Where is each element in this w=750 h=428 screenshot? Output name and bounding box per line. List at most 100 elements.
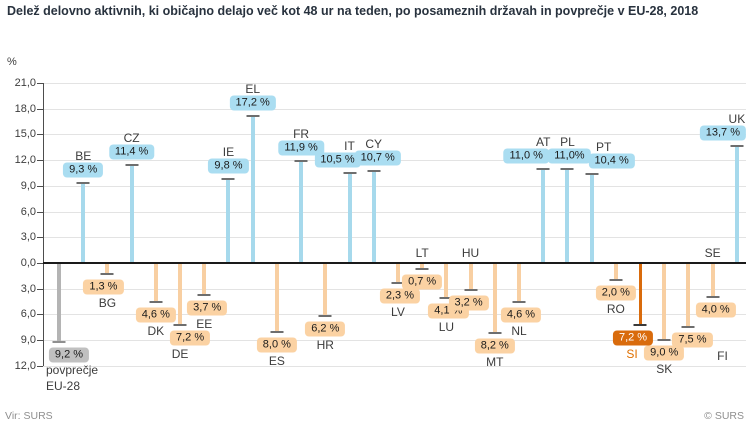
stem-lu — [444, 263, 449, 299]
y-tick-label: 9,0 — [20, 334, 36, 347]
y-tick-label: 6,0 — [20, 308, 36, 321]
value-badge-de: 7,2 % — [169, 330, 211, 346]
zero-axis-line — [43, 262, 746, 264]
value-badge-ee: 3,7 % — [187, 300, 228, 316]
stem-ee — [202, 263, 207, 295]
value-badge-hr: 6,2 % — [305, 321, 346, 337]
stem-cap-sk — [657, 339, 671, 342]
country-label-mt: MT — [486, 355, 504, 370]
y-tick-label: 18,0 — [14, 102, 36, 115]
value-badge-at: 11,0 % — [503, 148, 549, 164]
stem-cap-hr — [318, 315, 332, 318]
stem-cap-at — [536, 167, 550, 170]
stem-mt — [492, 263, 497, 334]
stem-cap-pt — [585, 172, 599, 175]
country-label-ie: IE — [222, 145, 235, 159]
country-label-fr: FR — [293, 127, 310, 142]
stem-dk — [153, 263, 158, 303]
value-badge-sk: 9,0 % — [644, 345, 685, 361]
value-badge-cy: 10,7 % — [354, 150, 401, 166]
country-label-ro: RO — [606, 302, 625, 317]
y-gridline — [43, 340, 746, 342]
value-badge-ie: 9,8 % — [208, 158, 249, 174]
stem-cap-cy — [367, 170, 381, 173]
y-tick — [37, 211, 43, 213]
value-badge-bg: 1,3 % — [83, 279, 124, 295]
y-tick — [37, 134, 43, 136]
stem-cap-cz — [125, 164, 139, 167]
value-badge-si: 7,2 % — [612, 330, 654, 346]
country-label-ee: EE — [196, 316, 213, 331]
stem-cap-lu — [439, 297, 453, 300]
y-tick — [37, 237, 43, 239]
stem-cap-ro — [609, 279, 623, 282]
stem-it — [347, 173, 352, 263]
stem-cap-pl — [560, 167, 574, 170]
y-tick-label: 12,0 — [14, 154, 36, 167]
y-tick-label: 21,0 — [14, 77, 36, 90]
value-badge-nl: 4,6 % — [500, 307, 542, 323]
y-tick — [37, 365, 43, 367]
stem-cap-se — [706, 296, 720, 299]
stem-hu — [468, 263, 473, 291]
stem-be — [81, 183, 86, 263]
value-badge-uk: 13,7 % — [699, 125, 746, 141]
y-tick-label: 0,0 — [20, 257, 36, 269]
y-gridline — [43, 365, 746, 367]
value-badge-dk: 4,6 % — [135, 307, 176, 323]
value-badge-pl: 11,0% — [548, 148, 591, 164]
value-badge-lv: 2,3 % — [379, 288, 421, 304]
value-badge-ro: 2,0 % — [595, 285, 636, 301]
y-tick — [37, 314, 43, 316]
stem-es — [274, 263, 279, 332]
y-tick-label: 3,0 — [20, 282, 36, 295]
y-tick — [37, 263, 43, 264]
value-badge-eu28: 9,2 % — [48, 347, 90, 363]
y-tick — [37, 340, 43, 342]
stem-cap-nl — [512, 301, 526, 304]
country-label-lt: LT — [415, 246, 429, 260]
value-badge-hu: 3,2 % — [448, 295, 489, 311]
stem-cy — [371, 171, 376, 263]
stem-cap-es — [270, 330, 284, 333]
country-label-si: SI — [626, 346, 638, 361]
y-gridline — [43, 83, 746, 85]
country-label-hu: HU — [461, 246, 480, 260]
y-gridline — [43, 211, 746, 213]
country-label-nl: NL — [511, 324, 527, 339]
y-gridline — [43, 185, 746, 187]
country-label-se: SE — [704, 246, 721, 260]
value-badge-it: 10,5 % — [314, 152, 361, 168]
stem-cap-ie — [221, 178, 235, 180]
stem-cap-fr — [294, 160, 308, 163]
stem-cap-de — [173, 323, 187, 326]
stem-cap-bg — [100, 273, 114, 276]
value-badge-el: 17,2 % — [229, 95, 276, 111]
stem-ie — [226, 179, 231, 263]
stem-cap-mt — [488, 332, 502, 335]
stem-si — [638, 263, 642, 325]
country-label-pt: PT — [595, 139, 612, 154]
value-badge-fr: 11,9 % — [278, 140, 324, 156]
y-tick — [37, 185, 43, 187]
y-tick — [37, 83, 43, 85]
stem-at — [541, 168, 546, 263]
stem-fi — [686, 263, 691, 328]
value-badge-se: 4,0 % — [695, 302, 736, 318]
stem-cap-si — [633, 323, 647, 326]
value-badge-mt: 8,2 % — [474, 338, 515, 354]
stem-nl — [516, 263, 521, 303]
stem-cap-ee — [197, 293, 211, 296]
stem-sk — [662, 263, 667, 341]
stem-fr — [299, 161, 304, 263]
stem-ro — [613, 263, 618, 281]
stem-el — [250, 115, 255, 263]
value-badge-pt: 10,4 % — [588, 153, 635, 169]
y-gridline — [43, 108, 746, 110]
stem-hr — [323, 263, 328, 317]
stem-cap-hu — [464, 289, 478, 292]
stem-cap-el — [246, 114, 260, 117]
y-tick-label: 15,0 — [14, 128, 36, 141]
country-label-at: AT — [535, 134, 551, 149]
